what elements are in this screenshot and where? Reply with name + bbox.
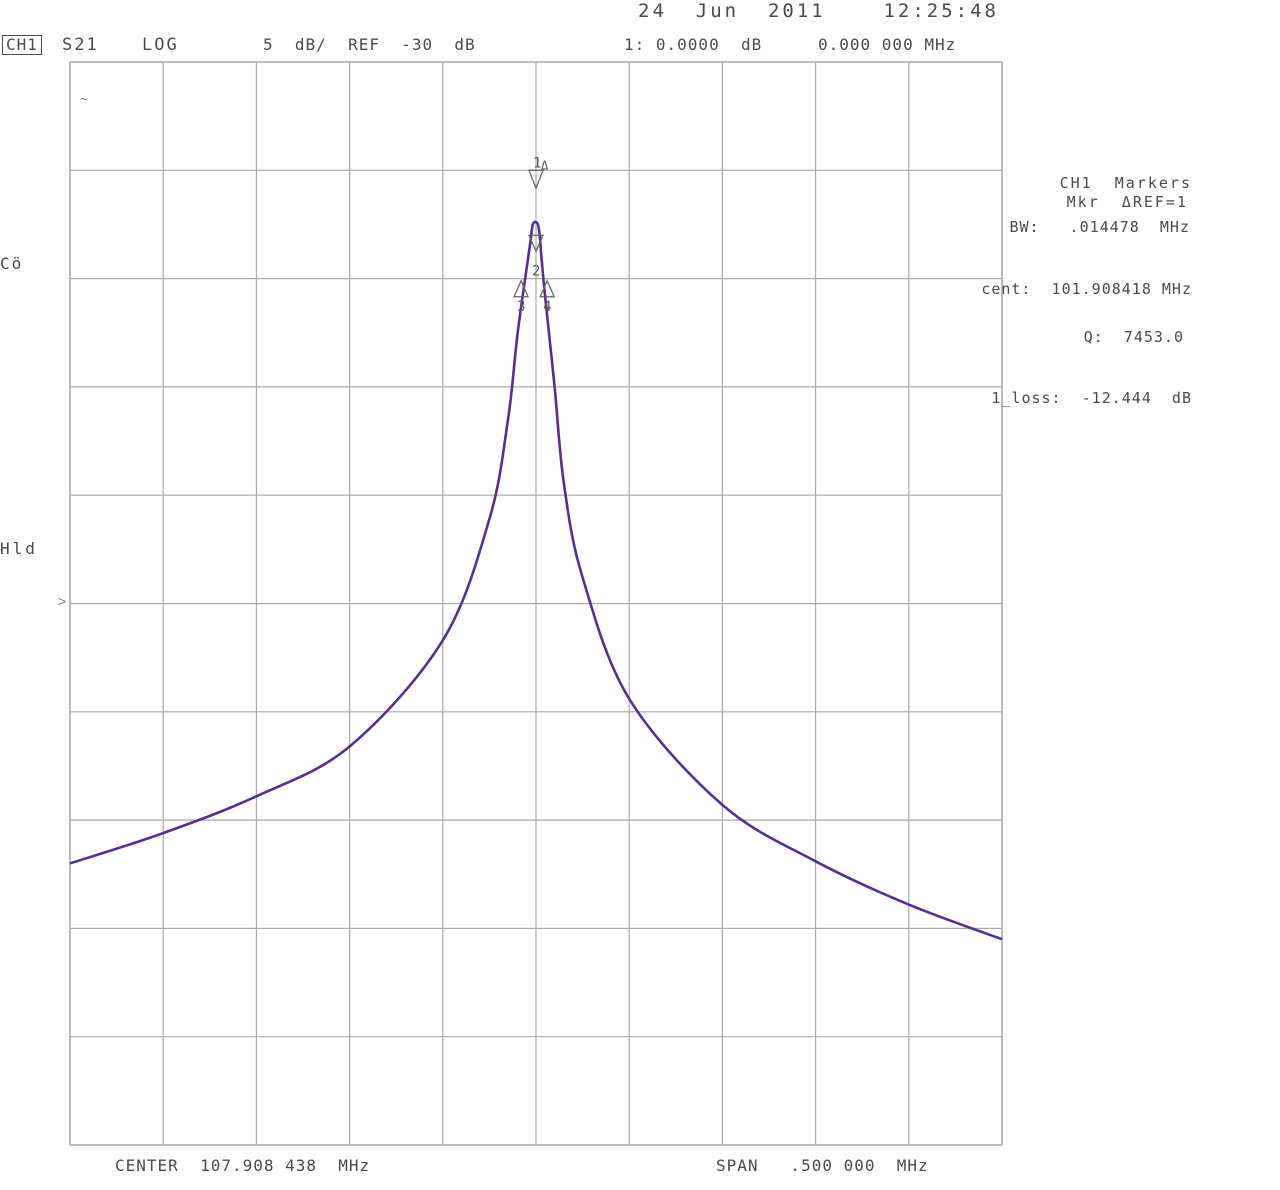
- plot-grid: [69, 61, 1003, 1146]
- center-frequency-label: CENTER 107.908 438 MHz: [115, 1156, 371, 1175]
- marker-label: 4: [543, 299, 551, 315]
- datetime-label: 24 Jun 2011 12:25:48: [638, 0, 999, 22]
- marker-label: 3: [517, 299, 525, 315]
- markers-panel-center: cent: 101.908418 MHz: [981, 280, 1192, 298]
- marker-label: 2: [532, 263, 540, 279]
- marker-2: 2: [528, 234, 544, 279]
- marker-triangle-icon: [528, 234, 544, 253]
- marker1-frequency: 0.000 000 MHz: [818, 35, 957, 54]
- correction-label: Cö: [0, 254, 24, 273]
- marker-triangle-icon: [539, 279, 556, 298]
- marker-triangle-icon: [528, 169, 544, 191]
- markers-panel-mode: Mkr ΔREF=1: [1066, 193, 1188, 211]
- trace-indicator-icon: ~: [80, 92, 87, 106]
- marker1-readout: 1: 0.0000 dB: [624, 35, 763, 54]
- reference-arrow-icon: >: [58, 594, 66, 610]
- marker-triangle-icon: [513, 279, 530, 298]
- marker-label: 1: [533, 155, 541, 171]
- markers-group: Δ1 2 3 4: [513, 155, 556, 315]
- markers-panel-loss: 1_loss: -12.444 dB: [991, 389, 1192, 407]
- span-label: SPAN .500 000 MHz: [716, 1156, 929, 1175]
- parameter-label: S21: [62, 35, 99, 55]
- markers-panel-bandwidth: BW: .014478 MHz: [1009, 218, 1190, 236]
- marker-3: 3: [513, 279, 530, 315]
- markers-panel-title: CH1 Markers: [1059, 174, 1192, 192]
- channel-badge: CH1: [2, 35, 42, 55]
- delta-reference-icon: Δ: [541, 158, 549, 172]
- marker-1: Δ1: [528, 155, 549, 191]
- hold-label: Hld: [0, 539, 38, 558]
- trace-s21: [69, 220, 1003, 941]
- markers-panel-q: Q: 7453.0: [1083, 328, 1184, 346]
- format-label: LOG: [142, 35, 179, 55]
- marker-4: 4: [539, 279, 556, 315]
- scale-ref-label: 5 dB/ REF -30 dB: [263, 35, 476, 54]
- trace-group: [69, 220, 1003, 941]
